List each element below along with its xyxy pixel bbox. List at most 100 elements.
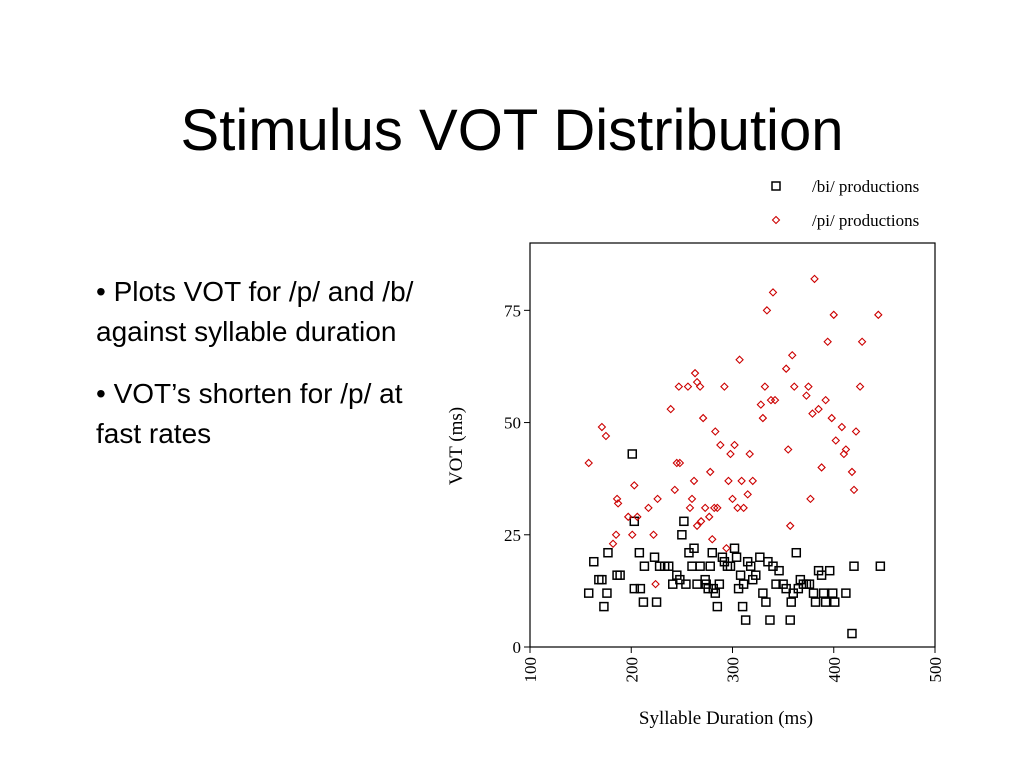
pi-data-point <box>601 431 611 441</box>
pi-data-point <box>704 512 714 522</box>
pi-data-point <box>720 382 729 391</box>
bi-data-point <box>615 570 625 580</box>
pi-data-point <box>789 382 799 391</box>
bi-data-point <box>679 516 689 527</box>
pi-data-point <box>874 310 883 320</box>
bi-data-point <box>824 565 835 576</box>
pi-data-point <box>855 382 865 391</box>
bi-data-point <box>804 579 815 589</box>
pi-data-point <box>827 413 837 423</box>
pi-data-point <box>623 512 633 522</box>
y-axis-ticks: 0 25 50 75 <box>504 301 530 657</box>
bi-data-point <box>629 583 640 594</box>
pi-data-point <box>851 427 861 436</box>
slide-title: Stimulus VOT Distribution <box>180 98 844 163</box>
pi-data-point <box>584 458 594 468</box>
pi-data-point <box>728 494 737 504</box>
pi-data-point <box>705 467 715 477</box>
pi-data-point <box>745 449 754 459</box>
bi-data-point <box>731 552 742 562</box>
pi-data-point <box>724 476 733 486</box>
pi-data-point <box>613 499 623 508</box>
y-tick-label: 75 <box>504 301 521 320</box>
bi-data-point <box>629 516 640 527</box>
bi-data-point <box>663 561 674 571</box>
bi-data-point <box>725 561 736 571</box>
bi-data-point <box>810 597 821 607</box>
bi-data-point <box>758 588 768 598</box>
pi-data-point <box>692 521 702 531</box>
pi-data-point <box>810 274 819 284</box>
bi-data-point <box>729 543 740 553</box>
y-tick-label: 25 <box>504 526 521 545</box>
pi-data-point <box>666 404 676 414</box>
pi-data-point <box>713 503 722 513</box>
pi-data-point <box>653 494 662 504</box>
pi-data-point <box>597 422 607 432</box>
pi-data-point <box>829 310 839 320</box>
x-axis-ticks: 100 200 300 400 500 <box>521 647 945 683</box>
pi-data-point <box>735 355 744 364</box>
legend-label: /bi/ productions <box>812 177 919 196</box>
pi-data-point <box>611 530 621 540</box>
pi-data-point <box>823 337 832 347</box>
data-points <box>583 274 886 639</box>
bi-data-point <box>692 579 702 589</box>
bi-data-point <box>651 597 662 607</box>
pi-data-point <box>806 494 815 504</box>
pi-data-point <box>711 427 720 436</box>
pi-data-point <box>672 458 682 468</box>
bi-data-point <box>687 561 697 571</box>
pi-data-point <box>837 422 847 432</box>
pi-data-point <box>709 503 719 513</box>
bi-data-point <box>745 561 756 571</box>
bi-data-point <box>791 547 802 558</box>
pi-data-point <box>802 391 811 400</box>
pi-data-point <box>690 368 700 378</box>
legend-label: /pi/ productions <box>812 211 919 230</box>
plot-frame <box>529 242 936 648</box>
bi-data-point <box>714 579 725 589</box>
pi-data-point <box>608 539 618 549</box>
bi-data-point <box>677 530 687 540</box>
bi-data-point <box>847 628 857 639</box>
pi-data-point <box>760 382 770 391</box>
bi-data-point <box>830 597 840 607</box>
x-tick-label: 400 <box>825 657 844 683</box>
pi-data-point <box>695 382 705 391</box>
pi-data-point <box>737 476 746 486</box>
bi-data-point <box>594 574 604 585</box>
pi-data-point <box>644 503 653 513</box>
bi-data-point <box>849 561 859 571</box>
x-tick-label: 300 <box>724 657 743 683</box>
chart-legend: /bi/ productions/pi/ productions <box>771 177 919 230</box>
bi-data-point <box>603 547 613 558</box>
pi-data-point <box>674 382 684 391</box>
pi-data-point <box>847 467 857 477</box>
pi-data-point <box>733 503 742 513</box>
bi-data-point <box>761 597 771 607</box>
pi-data-point <box>651 579 660 589</box>
x-tick-label: 200 <box>622 657 641 683</box>
bi-data-point <box>737 601 748 612</box>
bi-data-point <box>583 588 594 598</box>
pi-data-point <box>804 382 813 391</box>
bi-data-point <box>602 588 612 598</box>
bi-data-point <box>689 543 699 553</box>
pi-data-point <box>689 476 699 486</box>
bi-data-point <box>597 574 607 585</box>
pi-data-point <box>783 445 793 454</box>
pi-data-point <box>627 530 637 540</box>
x-tick-label: 100 <box>521 657 540 683</box>
pi-data-point <box>716 440 725 450</box>
bi-data-point <box>695 561 705 571</box>
legend-square-icon <box>771 181 781 191</box>
bi-data-point <box>712 601 723 612</box>
pi-data-point <box>857 337 867 347</box>
bullet-list: • Plots VOT for /p/ and /b/ against syll… <box>96 272 416 476</box>
pi-data-point <box>687 494 697 504</box>
bi-data-point <box>786 597 796 607</box>
bi-data-point <box>649 552 660 562</box>
y-tick-label: 0 <box>513 638 522 657</box>
bullet-item-2: • VOT’s shorten for /p/ at fast rates <box>96 378 403 449</box>
